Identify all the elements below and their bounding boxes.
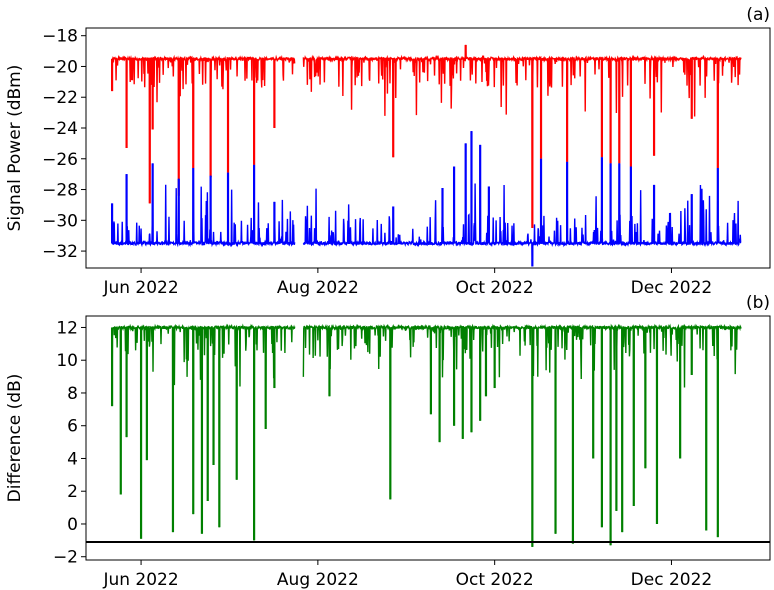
panel-b-marks <box>86 323 770 547</box>
y-tick-label: −22 <box>42 88 78 108</box>
y-tick-label: −24 <box>42 119 78 139</box>
y-tick-label: −18 <box>42 27 78 47</box>
y-tick-label: 8 <box>67 384 78 404</box>
x-tick-label: Dec 2022 <box>631 570 713 590</box>
panel-b-label: (b) <box>746 293 770 313</box>
panel-a-y-ticks: −32 −30 −28 −26 −24 −22 −20 −18 <box>42 27 86 262</box>
x-tick-label: Jun 2022 <box>102 570 178 590</box>
panel-b-plot-frame <box>85 315 771 561</box>
panel-a-label: (a) <box>746 5 770 25</box>
y-tick-label: 6 <box>67 417 78 437</box>
y-tick-label: −2 <box>53 548 78 568</box>
x-tick-label: Oct 2022 <box>456 278 534 298</box>
panel-b-x-ticks: Jun 2022 Aug 2022 Oct 2022 Dec 2022 <box>102 560 712 590</box>
panel-b-y-axis-label: Difference (dB) <box>5 374 25 503</box>
y-tick-label: −26 <box>42 150 78 170</box>
y-tick-label: −32 <box>42 242 78 262</box>
y-tick-label: −30 <box>42 211 78 231</box>
x-tick-label: Dec 2022 <box>631 278 713 298</box>
panel-b-difference: −2 0 2 4 6 8 10 12 Jun 2022 Aug 2022 Oct 2022 Dec … <box>5 293 771 590</box>
y-tick-label: −20 <box>42 57 78 77</box>
panel-a-signal-power: −32 −30 −28 −26 −24 −22 −20 −18 Jun 2022 Aug 202… <box>5 5 771 298</box>
panel-b-y-ticks: −2 0 2 4 6 8 10 12 <box>53 318 86 568</box>
x-tick-label: Aug 2022 <box>277 570 359 590</box>
y-tick-label: 12 <box>56 318 78 338</box>
x-tick-label: Oct 2022 <box>456 570 534 590</box>
series-1-line <box>111 44 742 229</box>
panel-a-plot-frame <box>85 27 771 269</box>
y-tick-label: 4 <box>67 449 78 469</box>
series-2-line <box>111 131 742 267</box>
y-tick-label: 10 <box>56 351 78 371</box>
series-1-line <box>111 323 742 547</box>
y-tick-label: 2 <box>67 482 78 502</box>
y-tick-label: 0 <box>67 515 78 535</box>
panel-a-marks <box>110 44 742 267</box>
x-tick-label: Aug 2022 <box>277 278 359 298</box>
panel-a-y-axis-label: Signal Power (dBm) <box>5 65 25 232</box>
x-tick-label: Jun 2022 <box>102 278 178 298</box>
y-tick-label: −28 <box>42 181 78 201</box>
panel-a-x-ticks: Jun 2022 Aug 2022 Oct 2022 Dec 2022 <box>102 268 712 298</box>
